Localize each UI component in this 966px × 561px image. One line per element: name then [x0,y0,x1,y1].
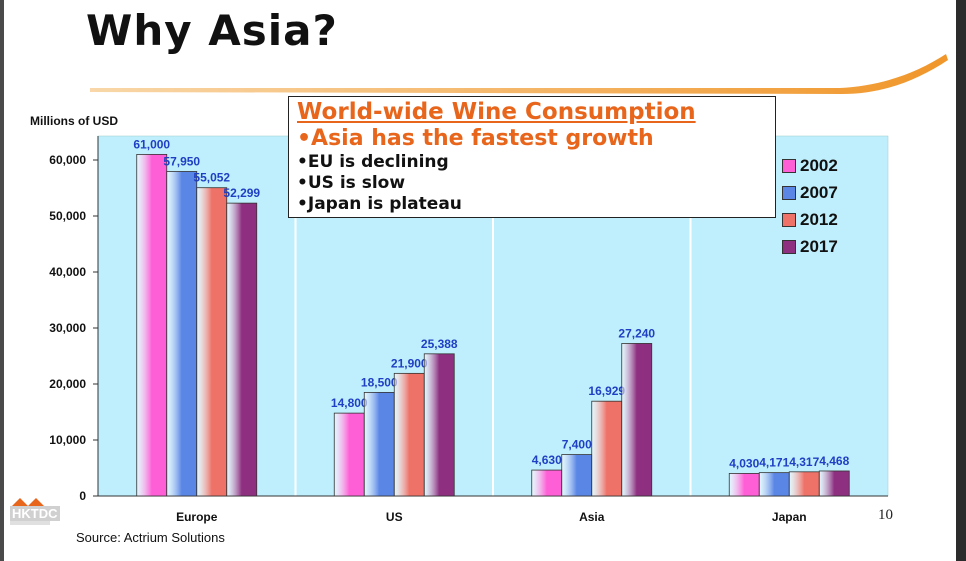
bar-2007-us [363,391,395,497]
callout-title: World-wide Wine Consumption [297,99,696,125]
data-label: 14,800 [331,396,368,410]
window-frame-left [0,0,4,561]
bar-2017-japan [818,470,850,497]
bar-2017-us [423,353,455,497]
bar-2002-asia [531,469,563,497]
bar-2017-asia [621,343,653,497]
bar-2002-japan [728,473,760,497]
bar-2012-europe [196,187,228,497]
data-label: 7,400 [562,438,592,452]
legend-item-2002: 2002 [782,152,838,179]
y-axis-unit-label: Millions of USD [30,114,118,128]
data-label: 61,000 [133,137,170,151]
data-label: 25,388 [421,337,458,351]
data-label: 4,317 [789,455,819,469]
data-label: 55,052 [193,171,230,185]
legend-item-2017: 2017 [782,233,838,260]
data-label: 4,630 [532,453,562,467]
logo-text: HKTDC [10,506,60,521]
data-label: 18,500 [361,375,398,389]
legend-item-2007: 2007 [782,179,838,206]
legend-label-2017: 2017 [800,236,838,256]
legend-swatch-2007 [782,185,796,200]
legend-swatch-2012 [782,212,796,227]
bar-2007-japan [758,472,790,497]
legend-label-2007: 2007 [800,182,838,202]
bar-2007-asia [561,454,593,497]
x-tick-label: Asia [579,510,605,524]
legend-label-2012: 2012 [800,209,838,229]
legend-item-2012: 2012 [782,206,838,233]
source-note: Source: Actrium Solutions [76,530,225,545]
x-tick-label: US [386,510,403,524]
bar-2002-us [333,412,365,497]
y-tick-label: 20,000 [49,377,86,391]
y-tick-label: 60,000 [49,153,86,167]
data-label: 52,299 [223,186,260,200]
callout-box: World-wide Wine Consumption •Asia has th… [288,96,776,218]
x-tick-label: Europe [176,510,218,524]
y-tick-label: 50,000 [49,209,86,223]
bar-2012-us [393,372,425,497]
bar-2012-japan [788,471,820,497]
callout-item: •Japan is plateau [297,194,462,214]
data-label: 4,030 [729,456,759,470]
callout-item: •EU is declining [297,152,449,172]
bar-2012-asia [591,400,623,497]
page-number: 10 [878,507,893,523]
x-tick-label: Japan [772,510,807,524]
window-frame-right [956,0,966,561]
data-label: 4,468 [819,454,849,468]
y-tick-label: 0 [79,489,86,503]
legend-swatch-2002 [782,158,796,173]
callout-item: •US is slow [297,173,406,193]
data-label: 21,900 [391,356,428,370]
legend-swatch-2017 [782,239,796,254]
legend-label-2002: 2002 [800,155,838,175]
callout-headline: •Asia has the fastest growth [297,126,654,151]
y-tick-label: 10,000 [49,433,86,447]
chart-legend: 2002 2007 2012 2017 [782,152,838,260]
bar-2017-europe [226,202,258,497]
data-label: 16,929 [588,384,625,398]
bar-2007-europe [166,171,198,497]
y-tick-label: 40,000 [49,265,86,279]
data-label: 27,240 [618,326,655,340]
y-tick-label: 30,000 [49,321,86,335]
data-label: 57,950 [163,154,200,168]
bar-2002-europe [136,153,168,497]
slide-title: Why Asia? [86,6,338,55]
data-label: 4,171 [759,456,789,470]
